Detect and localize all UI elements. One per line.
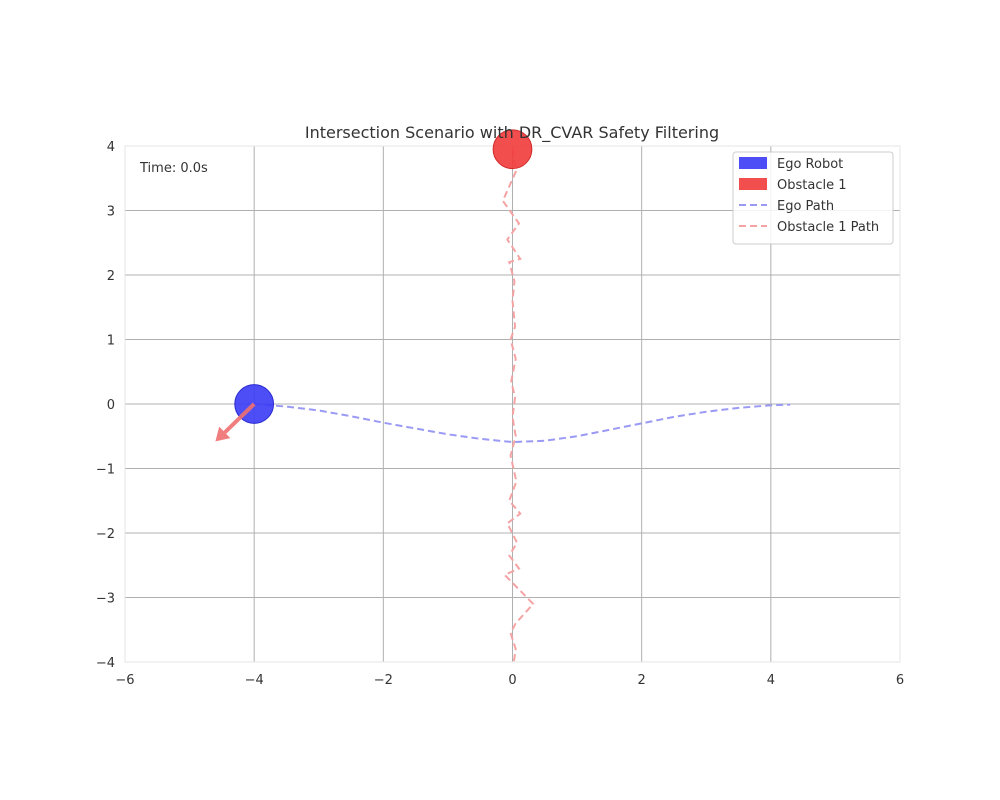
y-tick-label: 1: [107, 334, 115, 349]
legend-label: Obstacle 1 Path: [777, 220, 879, 235]
x-tick-label: 4: [767, 673, 775, 688]
obstacle-path-line: [501, 149, 535, 663]
y-tick-label: 4: [107, 140, 115, 155]
x-tick-label: −2: [374, 673, 393, 688]
time-annotation: Time: 0.0s: [139, 161, 208, 176]
legend-box: [732, 151, 894, 245]
ego-path-line: [254, 403, 791, 444]
legend-label: Ego Robot: [777, 157, 843, 172]
chart-title: Intersection Scenario with DR_CVAR Safet…: [305, 123, 719, 143]
y-tick-label: −1: [96, 463, 115, 478]
x-tick-label: 0: [508, 673, 516, 688]
legend-swatch: [739, 178, 767, 190]
obstacle-marker: [492, 129, 533, 170]
x-tick-label: 6: [896, 673, 904, 688]
y-tick-label: 3: [107, 205, 115, 220]
legend-swatch: [739, 157, 767, 169]
velocity-arrow-head: [215, 426, 231, 442]
y-tick-label: 2: [107, 269, 115, 284]
x-tick-label: 2: [638, 673, 646, 688]
y-tick-label: 0: [107, 398, 115, 413]
x-tick-label: −6: [115, 673, 134, 688]
legend-label: Obstacle 1: [777, 178, 846, 193]
y-tick-label: −2: [96, 527, 115, 542]
y-tick-label: −3: [96, 592, 115, 607]
paths: [254, 149, 791, 663]
x-tick-label: −4: [245, 673, 264, 688]
velocity-arrow-shaft: [223, 402, 256, 434]
legend: Ego Robot Obstacle 1 Ego Path Obstacle 1 Pa…: [732, 151, 894, 245]
legend-label: Ego Path: [777, 199, 834, 214]
y-tick-label: −4: [96, 656, 115, 671]
markers: [215, 129, 533, 442]
